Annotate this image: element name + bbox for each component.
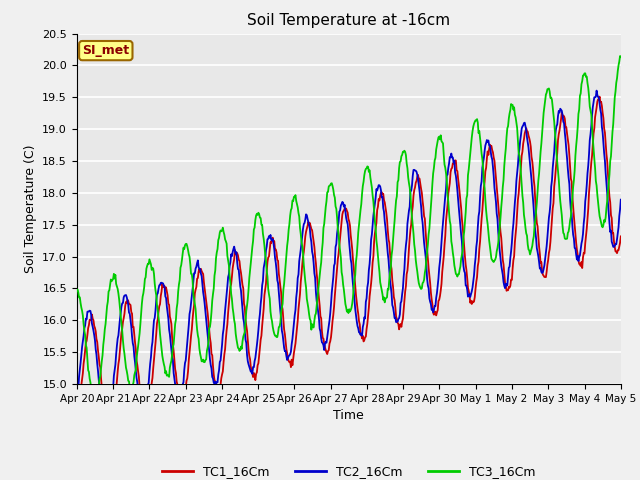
Text: SI_met: SI_met: [82, 44, 129, 57]
X-axis label: Time: Time: [333, 409, 364, 422]
Title: Soil Temperature at -16cm: Soil Temperature at -16cm: [247, 13, 451, 28]
Legend: TC1_16Cm, TC2_16Cm, TC3_16Cm: TC1_16Cm, TC2_16Cm, TC3_16Cm: [157, 460, 540, 480]
Y-axis label: Soil Temperature (C): Soil Temperature (C): [24, 144, 36, 273]
